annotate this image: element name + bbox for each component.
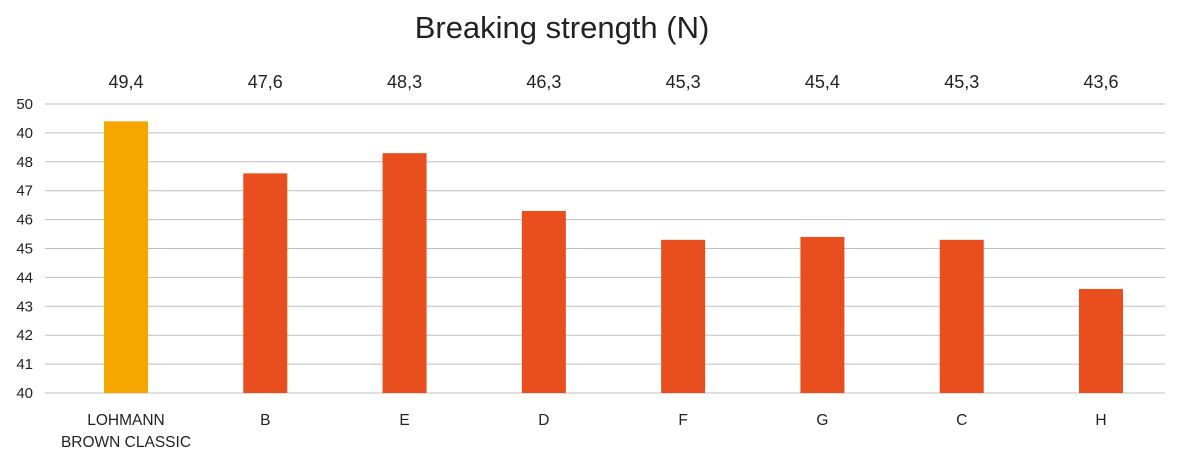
bar: [104, 121, 148, 393]
y-tick-label: 41: [16, 356, 33, 373]
y-tick-label: 44: [16, 269, 33, 286]
y-tick-label: 47: [16, 183, 33, 200]
value-labels: 49,4 47,6 48,3 46,3 45,3 45,4 45,3 43,6: [108, 72, 1118, 92]
x-tick-label: C: [956, 412, 967, 429]
data-label: 45,3: [666, 72, 701, 92]
y-tick-label: 43: [16, 298, 33, 315]
y-tick-label: 46: [16, 212, 33, 229]
bar: [940, 240, 984, 393]
bar: [800, 237, 844, 393]
bar: [1079, 289, 1123, 393]
bar: [661, 240, 705, 393]
data-label: 43,6: [1083, 72, 1118, 92]
y-tick-label: 50: [16, 96, 33, 113]
data-label: 47,6: [248, 72, 283, 92]
grid-lines: [45, 104, 1165, 393]
y-tick-label: 40: [16, 125, 33, 142]
y-tick-label: 40: [16, 385, 33, 402]
y-tick-label: 42: [16, 327, 33, 344]
x-tick-label: F: [678, 412, 687, 429]
data-label: 45,4: [805, 72, 840, 92]
bar: [383, 153, 427, 393]
x-tick-label: LOHMANN BROWN CLASSIC: [61, 412, 191, 451]
category-labels: LOHMANN BROWN CLASSIC B E D F G C H: [61, 412, 1107, 451]
data-label: 49,4: [108, 72, 143, 92]
x-tick-label: G: [816, 412, 828, 429]
y-tick-label: 48: [16, 154, 33, 171]
x-tick-label: D: [538, 412, 549, 429]
x-tick-label: B: [260, 412, 270, 429]
y-axis-tick-labels: 40 41 42 43 44 45 46 47 48 40 50: [16, 96, 33, 402]
x-tick-label: H: [1095, 412, 1106, 429]
data-label: 46,3: [526, 72, 561, 92]
y-tick-label: 45: [16, 241, 33, 258]
data-label: 48,3: [387, 72, 422, 92]
data-label: 45,3: [944, 72, 979, 92]
bar: [243, 173, 287, 393]
x-tick-label: E: [399, 412, 409, 429]
bar: [522, 211, 566, 393]
chart-title: Breaking strength (N): [415, 10, 710, 45]
